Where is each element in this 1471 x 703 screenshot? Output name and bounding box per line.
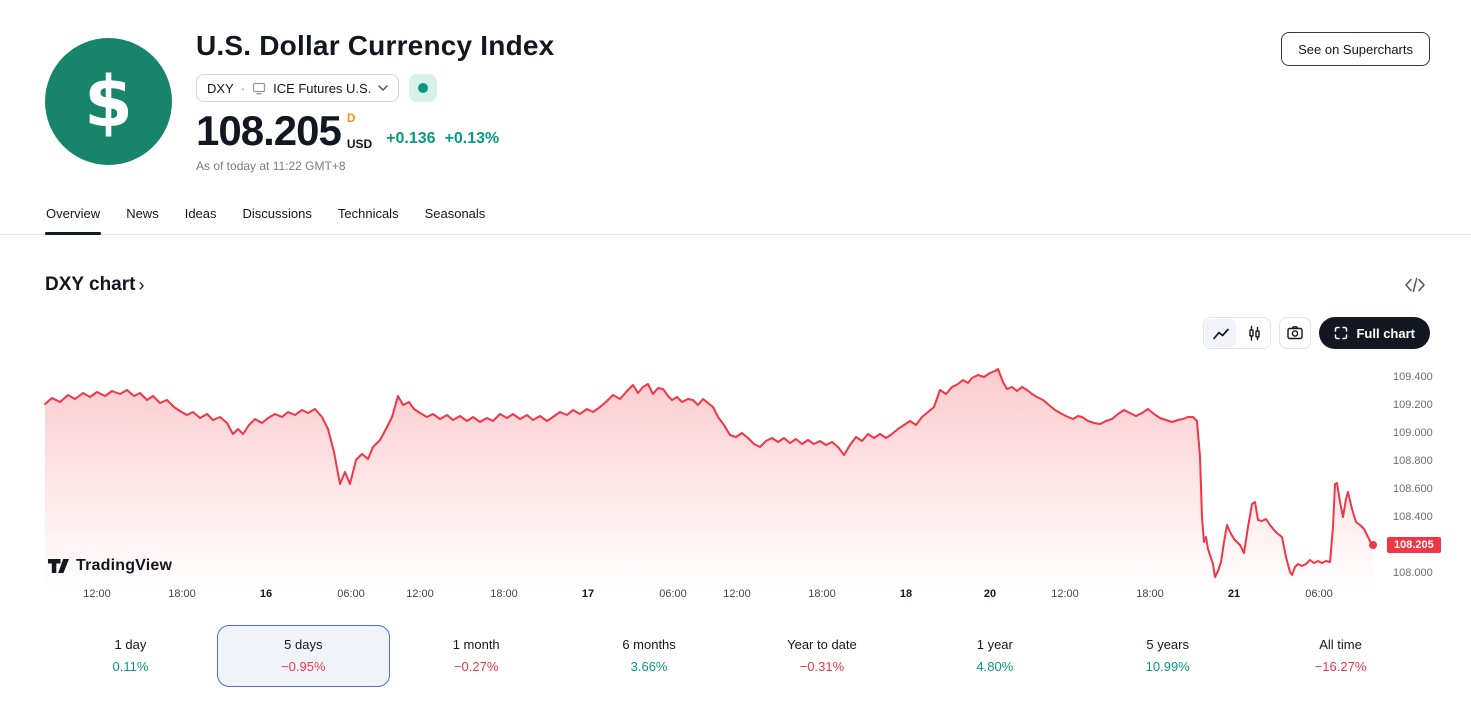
- range-change: 4.80%: [976, 659, 1014, 674]
- price-change-abs: +0.136: [386, 130, 436, 147]
- x-axis-time-tick: 12:00: [83, 588, 111, 600]
- range-label: 5 days: [284, 637, 323, 652]
- exchange-name: ICE Futures U.S.: [273, 80, 372, 96]
- page-title: U.S. Dollar Currency Index: [196, 30, 555, 61]
- x-axis-time-tick: 12:00: [723, 588, 751, 600]
- tradingview-watermark-text: TradingView: [76, 557, 173, 574]
- range-label: 1 month: [452, 637, 500, 652]
- price-chart[interactable]: 109.400 109.200 109.000 108.800 108.600 108.4…: [40, 357, 1471, 607]
- price-change-pct: +0.13%: [444, 130, 500, 147]
- x-axis-time-tick: 18:00: [168, 588, 196, 600]
- dollar-glyph: $: [84, 60, 133, 143]
- area-chart-canvas[interactable]: [40, 357, 1385, 592]
- chart-type-switcher: [1203, 317, 1272, 349]
- tradingview-logo-icon: [48, 559, 69, 573]
- tabs: Overview News Ideas Discussions Technicals Se…: [0, 200, 1471, 235]
- price-line: [44, 368, 1374, 578]
- x-axis-date-tick: 21: [1227, 588, 1241, 600]
- chart-section-title[interactable]: DXY chart ›: [45, 274, 144, 296]
- range-6-months[interactable]: 6 months 3.66%: [563, 625, 736, 687]
- chart-section-title-text: DXY chart: [45, 274, 136, 295]
- y-axis-tick: 109.400: [1393, 371, 1433, 383]
- range-1-year[interactable]: 1 year 4.80%: [908, 625, 1081, 687]
- range-1-day[interactable]: 1 day 0.11%: [44, 625, 217, 687]
- y-axis-tick: 108.800: [1393, 455, 1433, 467]
- market-open-dot-icon: [418, 83, 429, 93]
- symbol-logo: $: [45, 38, 172, 165]
- range-change: 3.66%: [630, 659, 668, 674]
- chevron-down-icon: [378, 85, 389, 91]
- last-price-axis-label: 108.205: [1387, 537, 1441, 553]
- snapshot-camera-button[interactable]: [1279, 317, 1312, 349]
- x-axis-time-tick: 18:00: [1136, 588, 1164, 600]
- y-axis-tick: 108.600: [1393, 483, 1433, 495]
- y-axis-tick: 109.200: [1393, 399, 1433, 411]
- x-axis-date-tick: 16: [259, 588, 273, 600]
- x-axis-time-tick: 06:00: [1305, 588, 1333, 600]
- embed-code-icon[interactable]: [1404, 277, 1426, 293]
- as-of-timestamp: As of today at 11:22 GMT+8: [196, 159, 346, 173]
- time-axis[interactable]: 12:00 18:00 16 06:00 12:00 18:00 17 06:00 12:00 1…: [40, 588, 1385, 604]
- full-chart-button[interactable]: Full chart: [1319, 317, 1430, 349]
- range-label: Year to date: [787, 637, 857, 652]
- range-change: −0.95%: [281, 659, 326, 674]
- currency-code: USD: [346, 137, 373, 151]
- range-change: 0.11%: [112, 659, 149, 674]
- tradingview-watermark: TradingView: [48, 557, 172, 575]
- range-label: 5 years: [1146, 637, 1189, 652]
- y-axis-tick: 109.000: [1393, 427, 1433, 439]
- tab-technicals[interactable]: Technicals: [337, 200, 400, 234]
- range-5-years[interactable]: 5 years 10.99%: [1081, 625, 1254, 687]
- x-axis-date-tick: 17: [581, 588, 595, 600]
- symbol-header: $ U.S. Dollar Currency Index DXY · ICE F…: [0, 0, 1471, 173]
- interval-letter: D: [346, 111, 356, 125]
- y-axis-tick: 108.400: [1393, 511, 1433, 523]
- y-axis-tick: 108.000: [1393, 567, 1433, 579]
- range-label: All time: [1319, 637, 1362, 652]
- tab-seasonals[interactable]: Seasonals: [424, 200, 487, 234]
- fullscreen-icon: [1334, 326, 1348, 340]
- area-fill: [45, 369, 1373, 592]
- range-label: 1 year: [976, 637, 1013, 652]
- range-1-month[interactable]: 1 month −0.27%: [390, 625, 563, 687]
- see-on-supercharts-button[interactable]: See on Supercharts: [1281, 32, 1430, 66]
- tab-ideas[interactable]: Ideas: [184, 200, 218, 234]
- range-all-time[interactable]: All time −16.27%: [1254, 625, 1427, 687]
- symbol-selector-button[interactable]: DXY · ICE Futures U.S.: [196, 74, 400, 102]
- range-label: 1 day: [114, 637, 147, 652]
- x-axis-time-tick: 18:00: [490, 588, 518, 600]
- x-axis-time-tick: 12:00: [406, 588, 434, 600]
- tab-discussions[interactable]: Discussions: [242, 200, 313, 234]
- range-change: −0.27%: [453, 659, 499, 674]
- market-status-chip[interactable]: [409, 74, 438, 102]
- range-year-to-date[interactable]: Year to date −0.31%: [736, 625, 909, 687]
- x-axis-time-tick: 12:00: [1051, 588, 1079, 600]
- x-axis-date-tick: 18: [899, 588, 913, 600]
- price-axis[interactable]: 109.400 109.200 109.000 108.800 108.600 108.4…: [1385, 357, 1471, 592]
- range-change: −16.27%: [1314, 659, 1367, 674]
- x-axis-time-tick: 06:00: [337, 588, 365, 600]
- last-price: 108.205: [196, 107, 342, 154]
- x-axis-date-tick: 20: [983, 588, 997, 600]
- symbol-ticker: DXY: [207, 80, 234, 96]
- x-axis-time-tick: 18:00: [808, 588, 836, 600]
- separator-dot: ·: [240, 80, 246, 96]
- range-5-days[interactable]: 5 days −0.95%: [216, 625, 390, 687]
- exchange-icon: [252, 82, 266, 95]
- chevron-right-icon: ›: [138, 275, 145, 295]
- tab-overview[interactable]: Overview: [45, 200, 102, 235]
- range-label: 6 months: [622, 637, 676, 652]
- area-chart-button[interactable]: [1205, 319, 1237, 347]
- full-chart-label: Full chart: [1356, 325, 1415, 341]
- tab-news[interactable]: News: [125, 200, 160, 234]
- x-axis-time-tick: 06:00: [659, 588, 687, 600]
- range-change: −0.31%: [799, 659, 845, 674]
- last-price-dot: [1369, 541, 1377, 549]
- candles-chart-button[interactable]: [1237, 318, 1271, 348]
- range-change: 10.99%: [1145, 659, 1190, 674]
- date-range-selector: 1 day 0.11% 5 days −0.95% 1 month −0.27% 6 mon…: [44, 625, 1427, 687]
- price-change: +0.136 +0.13%: [386, 130, 499, 148]
